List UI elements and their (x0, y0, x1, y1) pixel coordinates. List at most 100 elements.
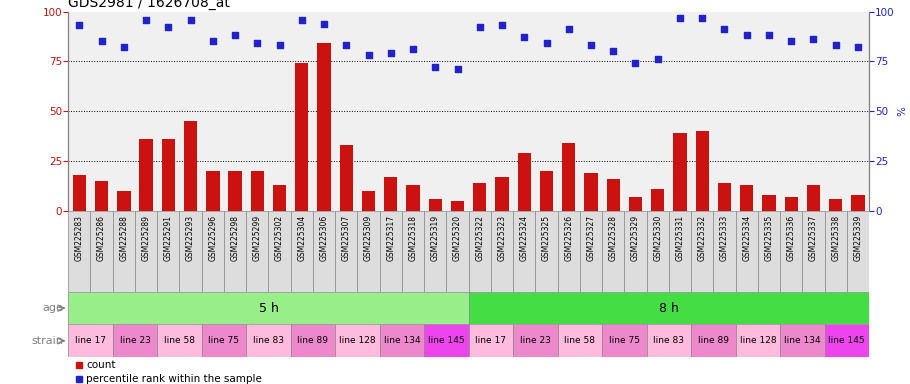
Text: GSM225327: GSM225327 (586, 215, 595, 262)
Bar (290, 211, 313, 292)
Bar (647, 324, 691, 357)
Bar (202, 324, 247, 357)
Point (295, 17, 309, 23)
Point (72, 22, 86, 28)
Text: line 75: line 75 (208, 336, 239, 345)
Text: GDS2981 / 1626708_at: GDS2981 / 1626708_at (68, 0, 230, 10)
Bar (202, 211, 224, 292)
Text: GSM225296: GSM225296 (208, 215, 217, 262)
Point (695, 15, 710, 21)
Bar (735, 211, 758, 292)
Text: GSM225304: GSM225304 (298, 215, 307, 262)
Bar (362, 191, 375, 211)
Bar (384, 177, 398, 211)
Text: GSM225333: GSM225333 (720, 215, 729, 262)
Point (361, 52, 376, 58)
Point (272, 42, 287, 48)
Bar (139, 139, 153, 211)
Text: 5 h: 5 h (258, 302, 278, 314)
Point (583, 42, 598, 48)
Text: GSM225326: GSM225326 (564, 215, 573, 262)
Bar (651, 189, 664, 211)
Text: GSM225318: GSM225318 (409, 215, 418, 261)
Text: GSM225309: GSM225309 (364, 215, 373, 262)
Text: GSM225334: GSM225334 (743, 215, 752, 262)
Bar (513, 324, 558, 357)
Bar (339, 145, 353, 211)
Point (717, 26, 732, 33)
Bar (207, 171, 219, 211)
Bar (607, 179, 620, 211)
Bar (584, 173, 598, 211)
Point (851, 45, 865, 51)
Bar (424, 211, 447, 292)
Point (139, 17, 154, 23)
Point (250, 40, 265, 46)
Text: GSM225286: GSM225286 (97, 215, 106, 261)
Text: line 23: line 23 (520, 336, 551, 345)
Text: GSM225330: GSM225330 (653, 215, 662, 262)
Point (406, 46, 420, 53)
Bar (691, 324, 735, 357)
Bar (673, 133, 687, 211)
Bar (695, 131, 709, 211)
Point (672, 15, 687, 21)
Text: line 128: line 128 (740, 336, 776, 345)
Point (628, 60, 642, 66)
Bar (157, 211, 179, 292)
Bar (273, 185, 287, 211)
Text: line 89: line 89 (698, 336, 729, 345)
Bar (469, 324, 513, 357)
Bar (184, 121, 197, 211)
Bar (518, 153, 531, 211)
Bar (740, 185, 753, 211)
Point (517, 35, 531, 41)
Bar (718, 183, 731, 211)
Bar (113, 324, 157, 357)
Text: GSM225336: GSM225336 (786, 215, 795, 262)
Text: GSM225332: GSM225332 (698, 215, 707, 262)
Text: GSM225283: GSM225283 (75, 215, 84, 261)
Text: GSM225323: GSM225323 (498, 215, 507, 262)
Text: GSM225329: GSM225329 (631, 215, 640, 262)
Bar (268, 211, 290, 292)
Point (383, 50, 398, 56)
Text: GSM225299: GSM225299 (253, 215, 262, 262)
Bar (68, 292, 469, 324)
Text: line 75: line 75 (609, 336, 640, 345)
Text: GSM225328: GSM225328 (609, 215, 618, 261)
Bar (117, 191, 130, 211)
Text: age: age (43, 303, 64, 313)
Bar (780, 324, 824, 357)
Point (540, 40, 554, 46)
Point (762, 32, 776, 38)
Bar (335, 324, 379, 357)
Text: GSM225289: GSM225289 (142, 215, 151, 261)
Text: strain: strain (32, 336, 64, 346)
Bar (295, 63, 308, 211)
Bar (490, 211, 513, 292)
Bar (824, 211, 847, 292)
Bar (495, 177, 509, 211)
Bar (73, 175, 86, 211)
Point (828, 42, 843, 48)
Bar (713, 211, 735, 292)
Text: GSM225291: GSM225291 (164, 215, 173, 261)
Text: GSM225339: GSM225339 (854, 215, 863, 262)
Bar (758, 211, 780, 292)
Text: GSM225337: GSM225337 (809, 215, 818, 262)
Bar (803, 211, 824, 292)
Bar (824, 324, 869, 357)
Point (561, 26, 576, 33)
Text: count: count (86, 360, 116, 370)
Bar (562, 143, 575, 211)
Bar (247, 211, 268, 292)
Point (740, 32, 754, 38)
Text: line 17: line 17 (75, 336, 106, 345)
Bar (135, 211, 157, 292)
Text: GSM225306: GSM225306 (319, 215, 329, 262)
Bar (224, 211, 247, 292)
Text: line 134: line 134 (784, 336, 821, 345)
Bar (95, 181, 108, 211)
Text: line 83: line 83 (253, 336, 284, 345)
